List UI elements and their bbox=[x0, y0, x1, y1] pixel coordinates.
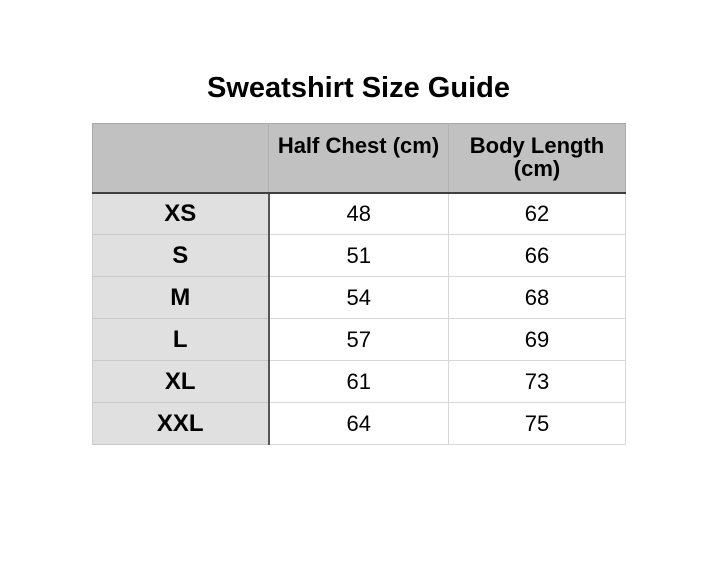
size-cell: XS bbox=[92, 192, 270, 235]
body-length-cell: 69 bbox=[448, 318, 626, 361]
size-cell: M bbox=[92, 276, 270, 319]
size-guide-table: Half Chest (cm) Body Length (cm) XS 48 6… bbox=[92, 123, 626, 445]
table-row: XL 61 73 bbox=[92, 360, 626, 403]
size-cell: XL bbox=[92, 360, 270, 403]
half-chest-cell: 61 bbox=[268, 360, 449, 403]
body-length-cell: 73 bbox=[448, 360, 626, 403]
half-chest-cell: 51 bbox=[268, 234, 449, 277]
half-chest-cell: 57 bbox=[268, 318, 449, 361]
body-length-cell: 75 bbox=[448, 402, 626, 445]
table-row: L 57 69 bbox=[92, 318, 626, 361]
corner-header-cell bbox=[92, 123, 269, 194]
body-length-cell: 66 bbox=[448, 234, 626, 277]
table-row: M 54 68 bbox=[92, 276, 626, 319]
size-cell: XXL bbox=[92, 402, 270, 445]
table-header-row: Half Chest (cm) Body Length (cm) bbox=[92, 123, 626, 194]
half-chest-cell: 54 bbox=[268, 276, 449, 319]
size-cell: S bbox=[92, 234, 270, 277]
half-chest-header: Half Chest (cm) bbox=[268, 123, 449, 194]
body-length-cell: 62 bbox=[448, 192, 626, 235]
size-cell: L bbox=[92, 318, 270, 361]
body-length-cell: 68 bbox=[448, 276, 626, 319]
table-row: S 51 66 bbox=[92, 234, 626, 277]
table-row: XS 48 62 bbox=[92, 192, 626, 235]
half-chest-cell: 64 bbox=[268, 402, 449, 445]
table-row: XXL 64 75 bbox=[92, 402, 626, 445]
body-length-header: Body Length (cm) bbox=[448, 123, 626, 194]
half-chest-cell: 48 bbox=[268, 192, 449, 235]
page-title: Sweatshirt Size Guide bbox=[207, 72, 510, 104]
